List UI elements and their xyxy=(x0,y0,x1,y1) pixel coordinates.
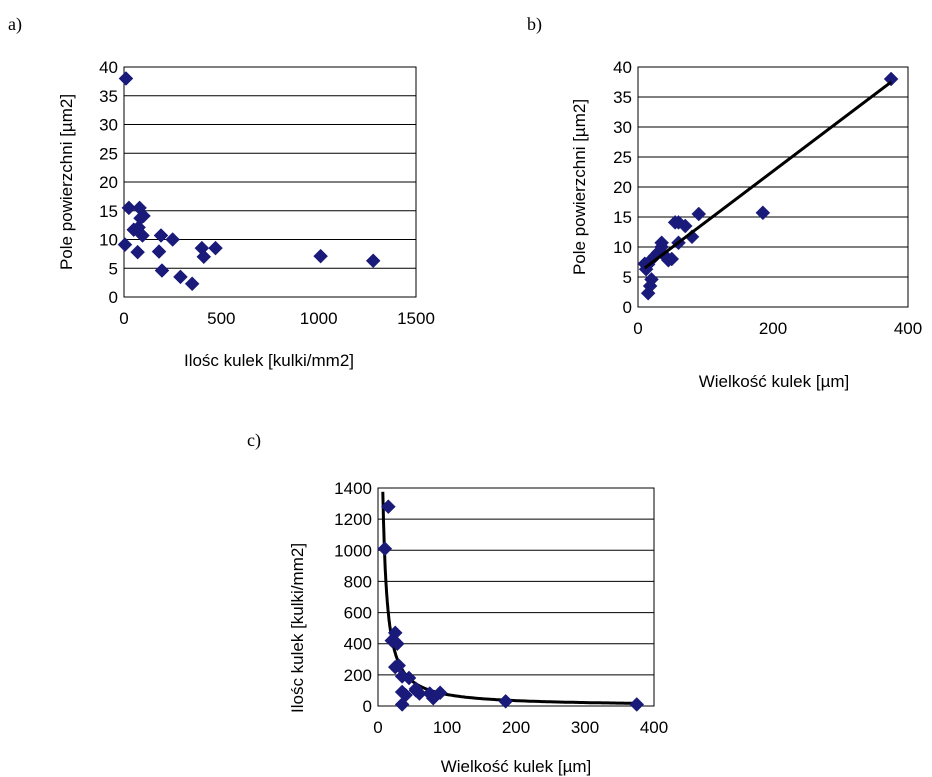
y-tick-label: 35 xyxy=(99,87,118,106)
data-point-marker xyxy=(389,636,405,652)
data-point-marker xyxy=(691,206,707,222)
panel-c-trendline xyxy=(381,491,636,705)
x-tick-label: 1500 xyxy=(397,309,435,328)
y-tick-label: 10 xyxy=(613,238,632,257)
y-tick-label: 40 xyxy=(99,58,118,77)
y-tick-label: 10 xyxy=(99,231,118,250)
data-point-marker xyxy=(136,208,151,224)
data-point-marker xyxy=(387,659,403,675)
data-point-marker xyxy=(377,541,393,557)
x-tick-label: 500 xyxy=(207,309,235,328)
data-point-marker xyxy=(394,697,410,712)
data-point-marker xyxy=(121,200,137,216)
panel-b-x-ticks: 0 200 400 xyxy=(633,319,922,338)
y-tick-label: 200 xyxy=(344,666,372,685)
y-tick-label: 30 xyxy=(613,118,632,137)
x-tick-label: 200 xyxy=(759,319,787,338)
panel-b-y-axis-title: Pole powierzchni [µm2] xyxy=(570,99,589,275)
panel-c-x-axis-title: Wielkość kulek [µm] xyxy=(441,757,592,776)
panel-a-y-ticks: 0 5 10 15 20 25 30 35 40 xyxy=(99,58,118,307)
data-point-marker xyxy=(130,244,145,260)
data-point-marker xyxy=(208,240,223,256)
y-tick-label: 1200 xyxy=(334,510,372,529)
x-tick-label: 0 xyxy=(373,718,382,737)
y-tick-label: 20 xyxy=(99,173,118,192)
panel-a-x-axis-title: Ilośc kulek [kulki/mm2] xyxy=(184,351,354,370)
x-tick-label: 0 xyxy=(119,309,128,328)
data-point-marker xyxy=(408,681,424,697)
y-tick-label: 5 xyxy=(109,259,118,278)
data-point-marker xyxy=(755,205,771,221)
data-point-marker xyxy=(165,232,181,247)
panel-a-label: a) xyxy=(8,14,22,35)
y-tick-label: 15 xyxy=(99,202,118,221)
panel-a: a) 0 5 10 15 20 25 30 35 40 0 500 1000 1500 Ilośc k… xyxy=(8,14,435,370)
data-point-marker xyxy=(313,248,328,264)
x-tick-label: 0 xyxy=(633,319,642,338)
data-point-marker xyxy=(154,263,170,278)
y-tick-label: 35 xyxy=(613,88,632,107)
panel-c-y-ticks: 0 200 400 600 800 1000 1200 1400 xyxy=(334,479,372,716)
y-tick-label: 15 xyxy=(613,208,632,227)
y-tick-label: 20 xyxy=(613,178,632,197)
data-point-marker xyxy=(151,244,167,259)
panel-b: b) 0 5 10 15 20 25 30 35 40 0 200 400 Wielkość kul… xyxy=(527,14,922,391)
x-tick-label: 200 xyxy=(502,718,530,737)
data-point-marker xyxy=(629,697,645,712)
x-tick-label: 100 xyxy=(433,718,461,737)
data-point-marker xyxy=(883,71,899,87)
y-tick-label: 400 xyxy=(344,635,372,654)
data-point-marker xyxy=(196,249,212,265)
data-point-marker xyxy=(640,285,656,301)
panel-b-label: b) xyxy=(527,14,542,35)
y-tick-label: 25 xyxy=(99,144,118,163)
panel-a-x-ticks: 0 500 1000 1500 xyxy=(119,309,435,328)
y-tick-label: 40 xyxy=(613,58,632,77)
data-point-marker xyxy=(135,228,150,243)
y-tick-label: 5 xyxy=(623,268,632,287)
panel-a-markers xyxy=(117,71,381,292)
y-tick-label: 800 xyxy=(344,572,372,591)
data-point-marker xyxy=(153,228,169,243)
panel-c-gridlines xyxy=(378,518,654,676)
y-tick-label: 0 xyxy=(109,288,118,307)
panel-c: c) 0 200 400 600 800 1000 1200 1400 0 100 200 300 4… xyxy=(247,430,668,776)
panel-b-y-ticks: 0 5 10 15 20 25 30 35 40 xyxy=(613,58,632,317)
data-point-marker xyxy=(365,253,381,269)
y-tick-label: 1400 xyxy=(334,479,372,498)
x-tick-label: 400 xyxy=(894,319,922,338)
panel-a-y-axis-title: Pole powierzchni [µm2] xyxy=(57,94,76,270)
data-point-marker xyxy=(401,670,417,686)
panel-c-markers xyxy=(377,499,645,712)
x-tick-label: 300 xyxy=(571,718,599,737)
y-tick-label: 600 xyxy=(344,604,372,623)
panel-c-y-axis-title: Ilośc kulek [kulki/mm2] xyxy=(288,543,307,713)
panel-a-gridlines xyxy=(124,95,416,269)
data-point-marker xyxy=(118,71,134,86)
data-point-marker xyxy=(667,215,683,230)
data-point-marker xyxy=(432,685,448,701)
panel-b-plot-area xyxy=(637,66,909,308)
data-point-marker xyxy=(117,237,133,253)
panel-c-plot-area xyxy=(377,487,655,707)
data-point-marker xyxy=(380,499,396,515)
data-point-marker xyxy=(184,276,200,292)
y-tick-label: 25 xyxy=(613,148,632,167)
y-tick-label: 0 xyxy=(623,298,632,317)
panel-b-markers xyxy=(637,71,899,301)
panel-b-trendline xyxy=(643,80,893,270)
data-point-marker xyxy=(498,693,514,709)
panel-a-plot-area xyxy=(123,66,417,298)
y-tick-label: 1000 xyxy=(334,541,372,560)
x-tick-label: 400 xyxy=(640,718,668,737)
panel-b-gridlines xyxy=(638,96,908,278)
panel-b-x-axis-title: Wielkość kulek [µm] xyxy=(699,372,850,391)
y-tick-label: 0 xyxy=(363,697,372,716)
panel-c-x-ticks: 0 100 200 300 400 xyxy=(373,718,668,737)
x-tick-label: 1000 xyxy=(300,309,338,328)
data-point-marker xyxy=(173,269,188,285)
panel-c-label: c) xyxy=(247,430,261,451)
y-tick-label: 30 xyxy=(99,116,118,135)
